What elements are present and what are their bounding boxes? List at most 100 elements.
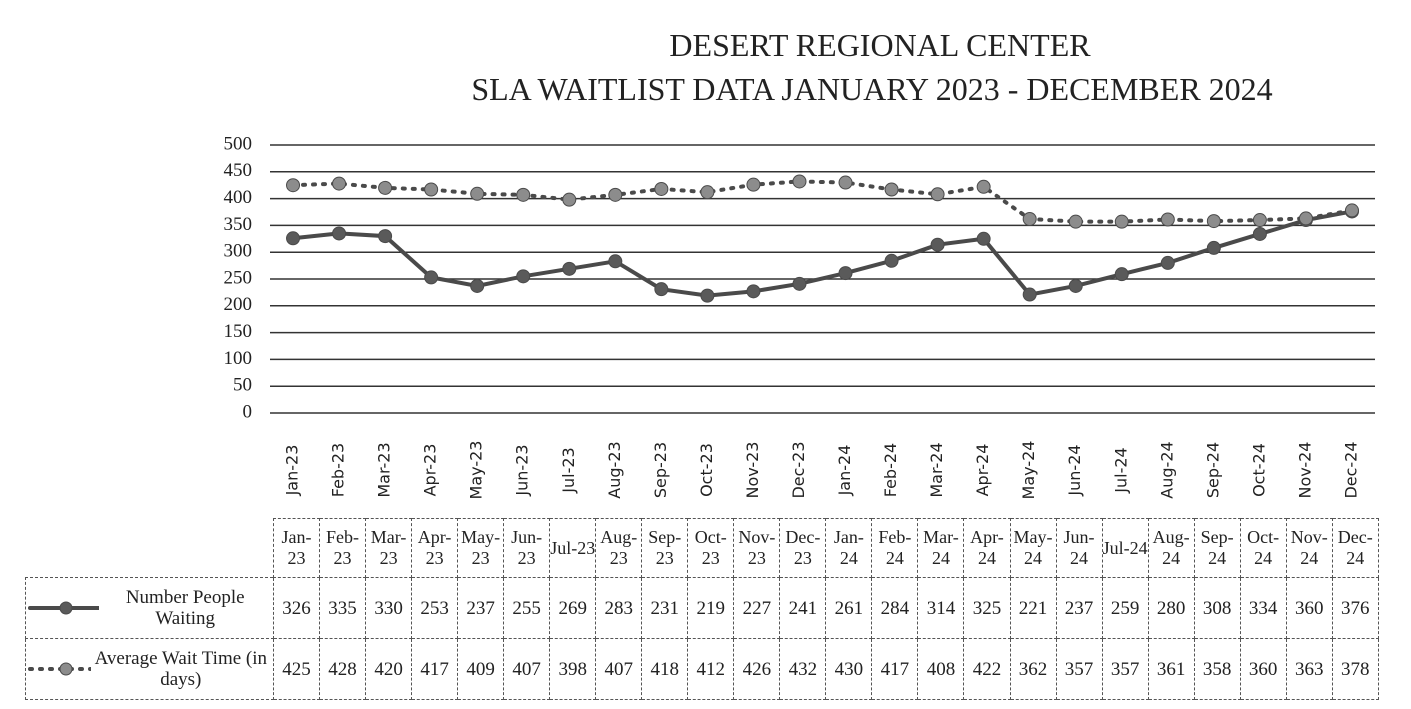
y-tick-label: 450 bbox=[224, 160, 253, 181]
data-point bbox=[1206, 240, 1221, 255]
data-point bbox=[332, 226, 347, 241]
table-header: Apr-24 bbox=[963, 518, 1011, 578]
y-tick-label: 0 bbox=[243, 401, 253, 422]
data-point bbox=[1114, 267, 1129, 282]
table-header: Feb-23 bbox=[319, 518, 367, 578]
x-tick-label: Jul-23 bbox=[559, 447, 578, 493]
legend-label: Number People Waiting bbox=[125, 587, 245, 629]
x-tick-label: Jun-24 bbox=[1065, 444, 1084, 496]
legend-entry: Number People Waiting bbox=[26, 587, 269, 629]
series-line bbox=[291, 209, 1354, 298]
table-value: 360 bbox=[1239, 638, 1287, 700]
y-tick-label: 400 bbox=[224, 187, 253, 208]
table-value: 361 bbox=[1147, 638, 1195, 700]
table-corner bbox=[26, 519, 274, 578]
legend-label: Average Wait Time (in days) bbox=[94, 648, 268, 690]
table-header: May-24 bbox=[1009, 518, 1057, 578]
y-tick-label: 250 bbox=[224, 267, 253, 288]
y-tick-label: 200 bbox=[224, 294, 253, 315]
data-point bbox=[1068, 278, 1083, 293]
table-value: 422 bbox=[963, 638, 1011, 700]
x-tick-label: Jul-24 bbox=[1111, 447, 1130, 493]
data-point bbox=[1160, 255, 1175, 270]
data-point bbox=[930, 237, 945, 252]
data-point bbox=[470, 278, 485, 293]
legend-swatch bbox=[28, 601, 100, 615]
data-point bbox=[470, 186, 485, 201]
x-tick-label: Aug-24 bbox=[1157, 441, 1176, 498]
data-point bbox=[516, 269, 531, 284]
table-value: 408 bbox=[917, 638, 965, 700]
table-value: 420 bbox=[365, 638, 413, 700]
table-value: 417 bbox=[871, 638, 919, 700]
table-value: 378 bbox=[1331, 638, 1379, 700]
x-tick-label: Sep-24 bbox=[1203, 442, 1222, 498]
table-value: 241 bbox=[779, 577, 827, 639]
table-header: May-23 bbox=[457, 518, 505, 578]
table-value: 407 bbox=[595, 638, 643, 700]
data-point bbox=[746, 284, 761, 299]
table-value: 259 bbox=[1101, 577, 1149, 639]
table-value: 269 bbox=[549, 577, 597, 639]
table-header-row: Jan-23 Feb-23 Mar-23 Apr-23 May-23 Jun-23 Jul-… bbox=[26, 518, 1379, 578]
table-header: Dec-23 bbox=[779, 518, 827, 578]
x-tick-label: Nov-24 bbox=[1295, 442, 1314, 499]
table-value: 363 bbox=[1285, 638, 1333, 700]
data-point bbox=[286, 231, 301, 246]
table-value: 334 bbox=[1239, 577, 1287, 639]
data-point bbox=[1022, 211, 1037, 226]
table-value: 432 bbox=[779, 638, 827, 700]
chart-subtitle: SLA WAITLIST DATA JANUARY 2023 - DECEMBE… bbox=[471, 71, 1272, 107]
table-series-label: Average Wait Time (in days) bbox=[25, 638, 274, 700]
table-value: 237 bbox=[457, 577, 505, 639]
data-point bbox=[286, 178, 301, 193]
data-point bbox=[930, 187, 945, 202]
table-header: Jun-23 bbox=[503, 518, 551, 578]
data-point bbox=[838, 266, 853, 281]
table-value: 362 bbox=[1009, 638, 1057, 700]
x-tick-label: May-23 bbox=[467, 441, 486, 500]
data-point bbox=[516, 187, 531, 202]
table-value: 358 bbox=[1193, 638, 1241, 700]
table-value: 237 bbox=[1055, 577, 1103, 639]
legend-entry: Average Wait Time (in days) bbox=[26, 648, 269, 690]
table-value: 308 bbox=[1193, 577, 1241, 639]
table-header: Oct-23 bbox=[687, 518, 735, 578]
table-value: 283 bbox=[595, 577, 643, 639]
data-point bbox=[884, 182, 899, 197]
data-point bbox=[746, 177, 761, 192]
data-point bbox=[654, 282, 669, 297]
table-header: Nov-24 bbox=[1285, 518, 1333, 578]
table-value: 314 bbox=[917, 577, 965, 639]
table-value: 227 bbox=[733, 577, 781, 639]
table-series-label: Number People Waiting bbox=[25, 577, 274, 639]
table-value: 409 bbox=[457, 638, 505, 700]
table-value: 325 bbox=[963, 577, 1011, 639]
table-value: 376 bbox=[1331, 577, 1379, 639]
table-value: 284 bbox=[871, 577, 919, 639]
data-point bbox=[562, 261, 577, 276]
x-tick-label: Feb-23 bbox=[329, 443, 348, 497]
data-point bbox=[1114, 214, 1129, 229]
table-header: Aug-23 bbox=[595, 518, 643, 578]
table-value: 425 bbox=[272, 638, 321, 700]
data-point bbox=[608, 254, 623, 269]
legend-marker bbox=[59, 601, 73, 615]
data-point bbox=[1206, 214, 1221, 229]
table-value: 335 bbox=[319, 577, 367, 639]
table-value: 412 bbox=[687, 638, 735, 700]
table-header: Feb-24 bbox=[871, 518, 919, 578]
data-point bbox=[332, 176, 347, 191]
table-value: 219 bbox=[687, 577, 735, 639]
x-tick-label: Jan-23 bbox=[283, 445, 302, 497]
table-header: Mar-24 bbox=[917, 518, 965, 578]
table-value: 255 bbox=[503, 577, 551, 639]
table-header: Dec-24 bbox=[1331, 518, 1379, 578]
table-header: Sep-24 bbox=[1193, 518, 1241, 578]
data-point bbox=[976, 231, 991, 246]
x-tick-label: Aug-23 bbox=[605, 441, 624, 498]
table-value: 418 bbox=[641, 638, 689, 700]
table-header: Jul-23 bbox=[549, 518, 597, 578]
data-point bbox=[700, 185, 715, 200]
